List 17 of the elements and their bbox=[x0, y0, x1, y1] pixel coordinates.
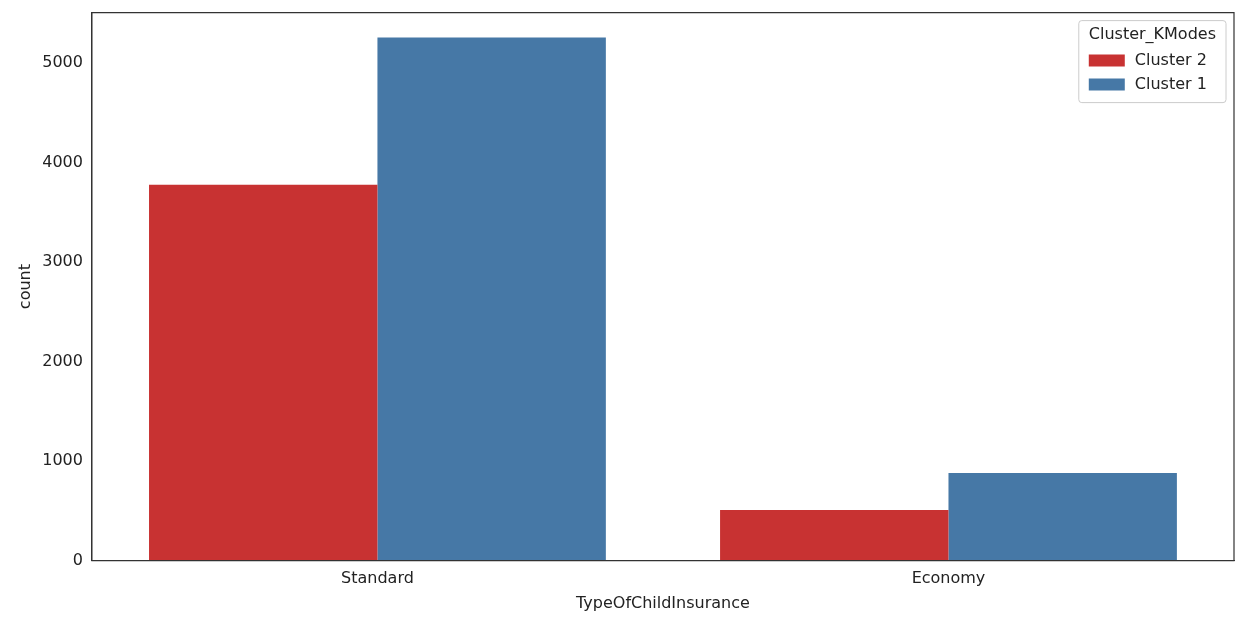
x-tick-label: Economy bbox=[911, 568, 986, 588]
y-tick-label: 3000 bbox=[42, 251, 83, 271]
y-tick-label: 4000 bbox=[42, 151, 83, 171]
bar bbox=[720, 509, 949, 561]
bar bbox=[149, 184, 378, 561]
legend-label: Cluster 1 bbox=[1134, 73, 1207, 93]
y-axis-title: count bbox=[14, 264, 34, 310]
y-tick-label: 0 bbox=[72, 549, 83, 569]
bar bbox=[377, 37, 606, 561]
bar bbox=[948, 473, 1177, 561]
legend-title: Cluster_KModes bbox=[1088, 23, 1216, 44]
y-tick-label: 5000 bbox=[42, 52, 83, 72]
y-tick-label: 1000 bbox=[42, 450, 83, 470]
legend-label: Cluster 2 bbox=[1134, 49, 1207, 69]
x-axis-title: TypeOfChildInsurance bbox=[575, 592, 750, 612]
x-tick-label: Standard bbox=[341, 568, 414, 588]
y-tick-label: 2000 bbox=[42, 350, 83, 370]
